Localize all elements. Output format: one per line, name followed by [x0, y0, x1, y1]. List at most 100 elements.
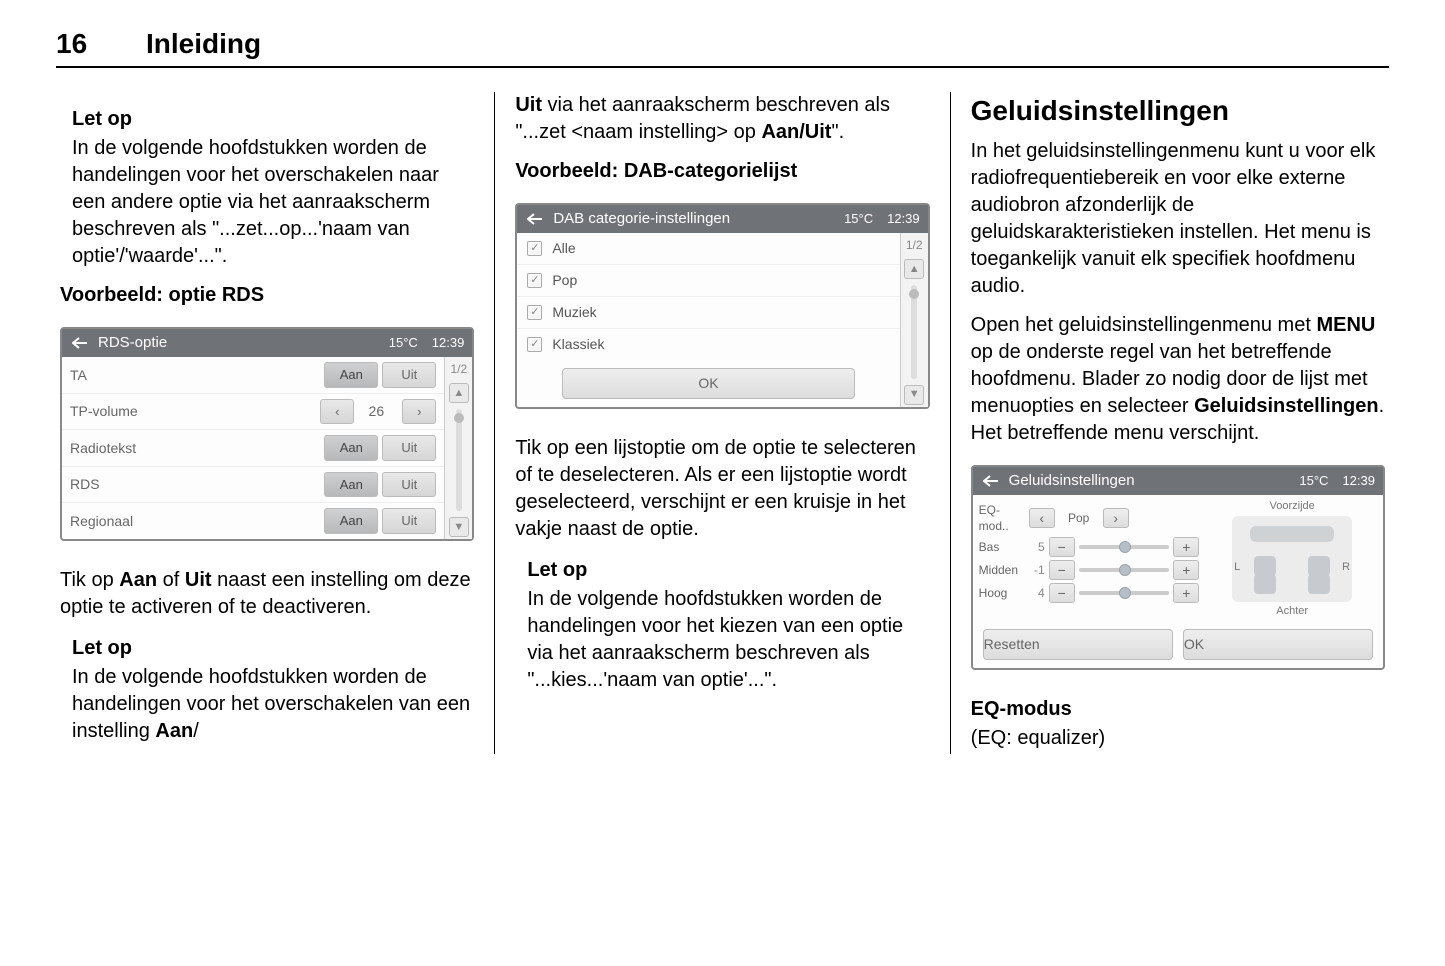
note-heading: Let op	[72, 635, 474, 662]
checkbox-icon[interactable]: ✓	[527, 273, 542, 288]
panel-title: RDS-optie	[98, 333, 389, 353]
list-item[interactable]: ✓ Muziek	[517, 297, 899, 329]
page-number: 16	[56, 28, 146, 60]
header-rule	[56, 66, 1389, 68]
back-icon[interactable]	[525, 210, 545, 228]
panel-titlebar: Geluidsinstellingen 15°C 12:39	[973, 467, 1383, 495]
mode-value: Pop	[1055, 510, 1103, 526]
page-header: 16 Inleiding	[56, 28, 1389, 60]
minus-button[interactable]: −	[1049, 537, 1075, 557]
list-item-label: Muziek	[552, 303, 596, 322]
panel-title: Geluidsinstellingen	[1009, 471, 1300, 491]
toggle-off-button[interactable]: Uit	[382, 435, 436, 461]
balance-diagram[interactable]: L R	[1232, 516, 1352, 602]
row-label: Radiotekst	[70, 439, 320, 458]
rds-row: RDSAanUit	[62, 467, 444, 504]
mode-prev-button[interactable]: ‹	[1029, 508, 1055, 528]
list-item-label: Alle	[552, 239, 575, 258]
slider-track[interactable]	[1079, 591, 1170, 595]
back-icon[interactable]	[981, 472, 1001, 490]
rds-row: TAAanUit	[62, 357, 444, 394]
section-title: Geluidsinstellingen	[971, 92, 1385, 130]
row-label: TP-volume	[70, 402, 312, 421]
scroll-down-icon[interactable]: ▼	[449, 517, 469, 537]
ok-button[interactable]: OK	[1183, 629, 1373, 660]
row-label: Bas	[979, 539, 1029, 555]
note-heading: Let op	[72, 106, 474, 133]
body-text: Tik op een lijstoptie om de optie te sel…	[515, 435, 929, 543]
toggle-off-button[interactable]: Uit	[382, 362, 436, 388]
body-text: Open het geluidsinstellingenmenu met MEN…	[971, 312, 1385, 447]
toggle-off-button[interactable]: Uit	[382, 472, 436, 498]
stepper-minus-button[interactable]: ‹	[320, 399, 354, 425]
scrollbar[interactable]: 1/2 ▲ ▼	[900, 233, 928, 406]
panel-temp: 15°C	[1299, 472, 1328, 490]
slider-value: 4	[1029, 585, 1045, 601]
row-label: Midden	[979, 562, 1029, 578]
toggle-on-button[interactable]: Aan	[324, 435, 378, 461]
row-label: Regionaal	[70, 512, 320, 531]
rds-row: TP-volume‹26›	[62, 394, 444, 431]
toggle-on-button[interactable]: Aan	[324, 472, 378, 498]
rds-row: RadiotekstAanUit	[62, 430, 444, 467]
list-item-label: Pop	[552, 271, 577, 290]
list-item[interactable]: ✓ Alle	[517, 233, 899, 265]
toggle-on-button[interactable]: Aan	[324, 362, 378, 388]
eq-row: EQ-mod..‹Pop›	[979, 502, 1200, 534]
note-body: In de volgende hoofdstukken worden de ha…	[72, 135, 474, 270]
slider-track[interactable]	[1079, 545, 1170, 549]
slider-value: -1	[1029, 562, 1045, 578]
label-rear: Achter	[1276, 604, 1308, 619]
toggle-on-button[interactable]: Aan	[324, 508, 378, 534]
scroll-up-icon[interactable]: ▲	[449, 383, 469, 403]
checkbox-icon[interactable]: ✓	[527, 337, 542, 352]
label-left: L	[1234, 560, 1240, 575]
checkbox-icon[interactable]: ✓	[527, 241, 542, 256]
back-icon[interactable]	[70, 334, 90, 352]
note-heading: Let op	[527, 557, 929, 584]
label-right: R	[1342, 560, 1350, 575]
dab-panel: DAB categorie-instellingen 15°C 12:39 ✓ A…	[515, 203, 929, 409]
plus-button[interactable]: +	[1173, 583, 1199, 603]
eq-row: Midden-1− +	[979, 560, 1200, 580]
note-body: In de volgende hoofdstukken worden de ha…	[72, 664, 474, 745]
body-text: Tik op Aan of Uit naast een instelling o…	[60, 567, 474, 621]
ok-button[interactable]: OK	[562, 368, 855, 399]
panel-titlebar: DAB categorie-instellingen 15°C 12:39	[517, 205, 927, 233]
panel-clock: 12:39	[887, 210, 920, 228]
list-item[interactable]: ✓ Klassiek	[517, 329, 899, 360]
stepper-plus-button[interactable]: ›	[402, 399, 436, 425]
panel-titlebar: RDS-optie 15°C 12:39	[62, 329, 472, 357]
chapter-title: Inleiding	[146, 28, 261, 60]
checkbox-icon[interactable]: ✓	[527, 305, 542, 320]
reset-button[interactable]: Resetten	[983, 629, 1173, 660]
column-3: Geluidsinstellingen In het geluidsinstel…	[951, 92, 1389, 754]
panel-temp: 15°C	[389, 334, 418, 352]
row-label: TA	[70, 366, 320, 385]
plus-button[interactable]: +	[1173, 537, 1199, 557]
minus-button[interactable]: −	[1049, 583, 1075, 603]
plus-button[interactable]: +	[1173, 560, 1199, 580]
page-counter: 1/2	[906, 233, 923, 257]
example-heading: Voorbeeld: DAB-categorielijst	[515, 158, 929, 185]
label-front: Voorzijde	[1270, 499, 1315, 514]
row-label: Hoog	[979, 585, 1029, 601]
scroll-down-icon[interactable]: ▼	[904, 385, 924, 405]
scroll-up-icon[interactable]: ▲	[904, 259, 924, 279]
minus-button[interactable]: −	[1049, 560, 1075, 580]
body-text: Uit via het aanraakscherm beschreven als…	[515, 92, 929, 146]
eq-row: Bas5− +	[979, 537, 1200, 557]
panel-clock: 12:39	[1342, 472, 1375, 490]
scrollbar[interactable]: 1/2 ▲ ▼	[444, 357, 472, 539]
toggle-off-button[interactable]: Uit	[382, 508, 436, 534]
slider-track[interactable]	[1079, 568, 1170, 572]
eq-mode-heading: EQ-modus	[971, 696, 1385, 723]
list-item-label: Klassiek	[552, 335, 604, 354]
column-2: Uit via het aanraakscherm beschreven als…	[495, 92, 950, 754]
eq-panel: Geluidsinstellingen 15°C 12:39 EQ-mod..‹…	[971, 465, 1385, 670]
row-label: RDS	[70, 475, 320, 494]
mode-next-button[interactable]: ›	[1103, 508, 1129, 528]
panel-title: DAB categorie-instellingen	[553, 209, 844, 229]
slider-value: 5	[1029, 539, 1045, 555]
list-item[interactable]: ✓ Pop	[517, 265, 899, 297]
